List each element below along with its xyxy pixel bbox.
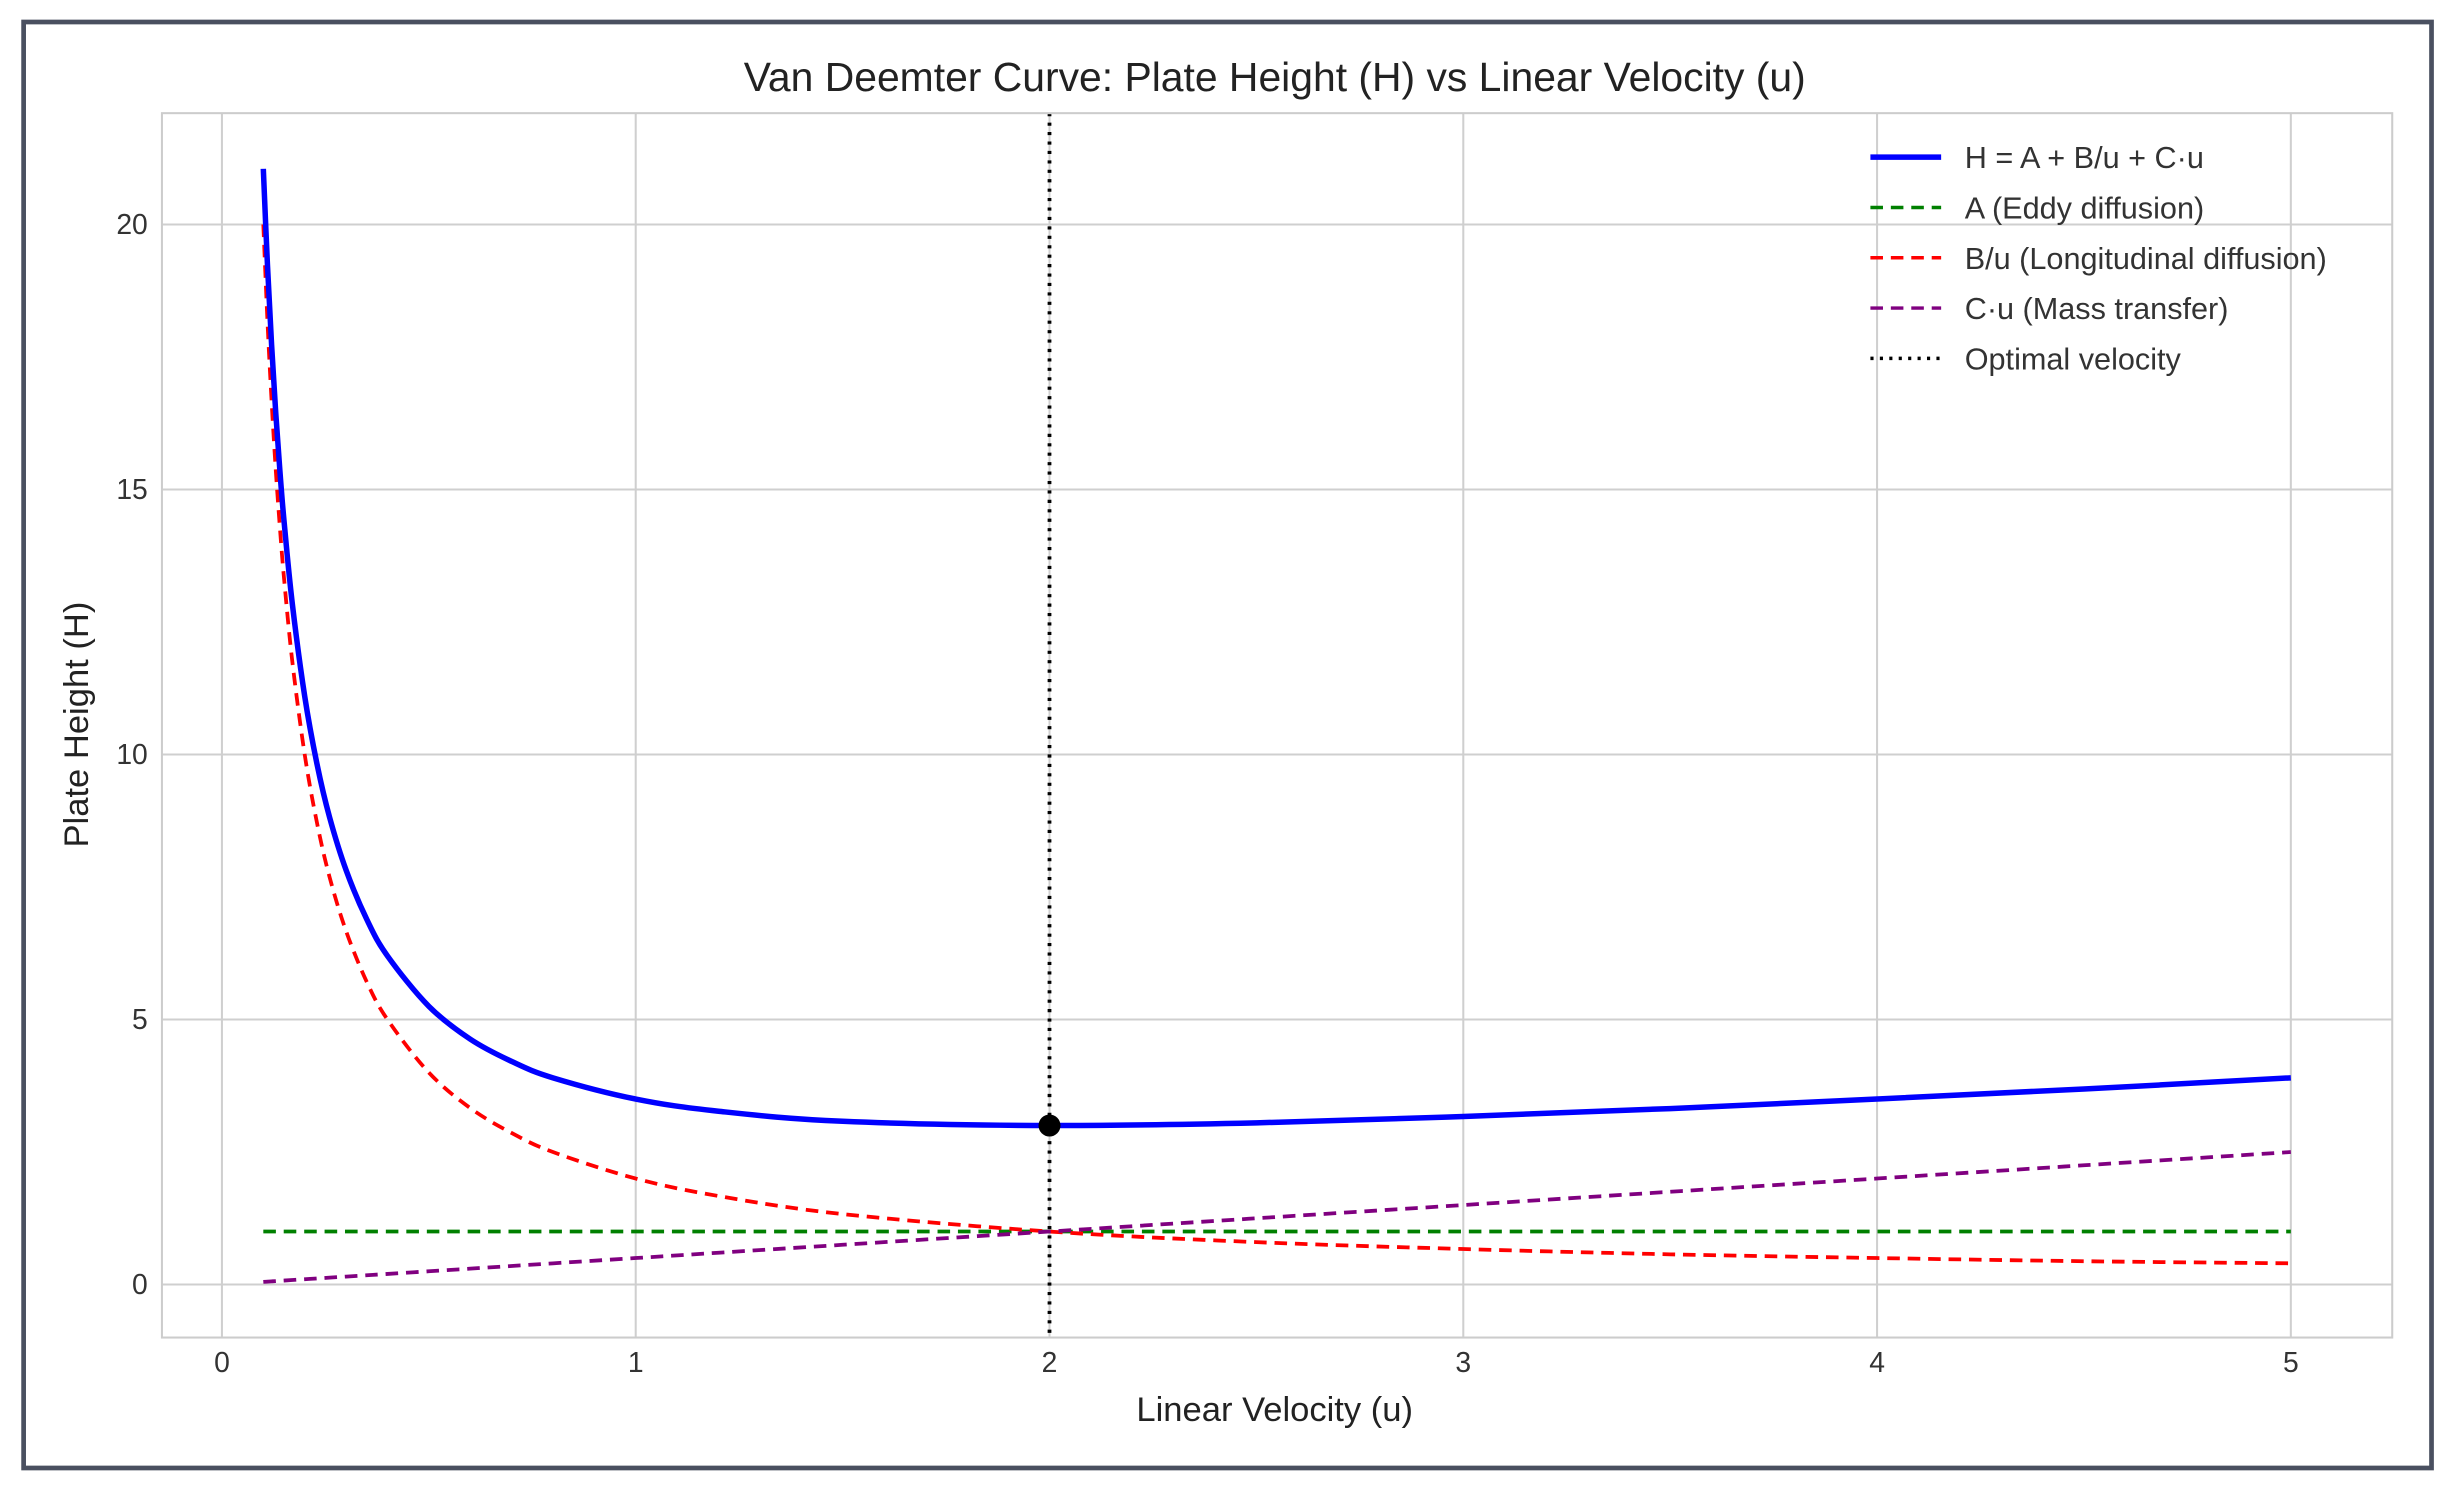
legend-label-bu: B/u (Longitudinal diffusion) <box>1965 242 2327 276</box>
y-tick-label: 20 <box>116 208 147 240</box>
gridlines <box>161 113 2393 1338</box>
tick-labels: 0 1 2 3 4 5 0 5 10 15 20 <box>116 208 2298 1378</box>
series-layer <box>260 113 2291 1338</box>
y-tick-label: 0 <box>132 1268 148 1300</box>
plot-area-border <box>160 112 2394 1339</box>
series-h-total <box>260 168 2291 1129</box>
x-tick-label: 5 <box>2283 1346 2299 1378</box>
y-axis-label: Plate Height (H) <box>58 602 96 848</box>
legend-label-h: H = A + B/u + C·u <box>1965 141 2204 175</box>
x-tick-label: 4 <box>1869 1346 1885 1378</box>
legend-label-cu: C·u (Mass transfer) <box>1965 292 2229 326</box>
chart-title: Van Deemter Curve: Plate Height (H) vs L… <box>744 54 1806 100</box>
x-tick-label: 1 <box>628 1346 644 1378</box>
legend: H = A + B/u + C·u A (Eddy diffusion) B/u… <box>1870 141 2327 376</box>
optimum-point <box>1038 1114 1061 1137</box>
legend-label-a: A (Eddy diffusion) <box>1965 191 2204 225</box>
legend-label-optimal: Optimal velocity <box>1965 342 2182 376</box>
series-cu-mass-transfer <box>263 1150 2291 1284</box>
y-tick-label: 5 <box>132 1003 148 1035</box>
series-bu-longitudinal <box>261 224 2291 1266</box>
y-tick-label: 10 <box>116 738 147 770</box>
y-tick-label: 15 <box>116 473 147 505</box>
x-tick-label: 2 <box>1042 1346 1058 1378</box>
x-tick-label: 0 <box>214 1346 230 1378</box>
x-axis-label: Linear Velocity (u) <box>1136 1391 1413 1429</box>
x-tick-label: 3 <box>1455 1346 1471 1378</box>
figure-frame <box>21 19 2434 1471</box>
